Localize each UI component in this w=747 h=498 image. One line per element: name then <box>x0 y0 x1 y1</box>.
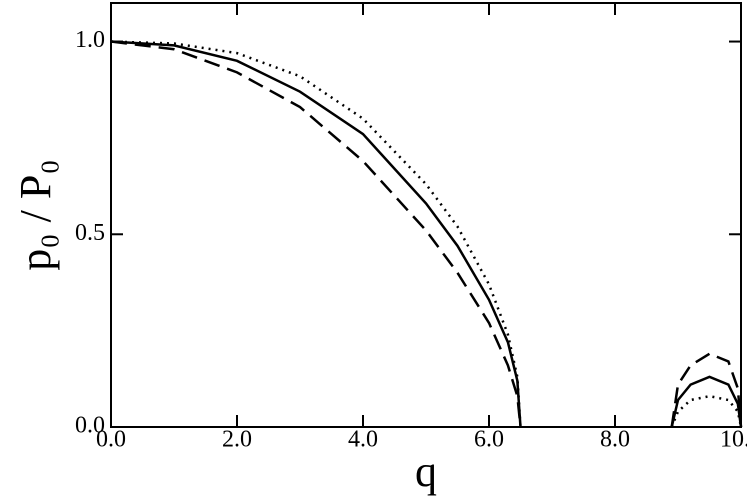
plot-frame <box>110 2 742 428</box>
x-tick-label: 10.0 <box>720 427 747 453</box>
x-tick-label: 0.0 <box>96 427 126 453</box>
line-series <box>110 40 743 428</box>
line-series <box>110 40 743 428</box>
y-tick-label: 1.0 <box>75 27 105 53</box>
y-axis-label: p₀ / P₀ <box>11 159 60 270</box>
x-tick-label: 6.0 <box>474 427 504 453</box>
x-axis-label: q <box>415 447 437 496</box>
x-tick-label: 8.0 <box>600 427 630 453</box>
y-tick-label: 0.0 <box>75 413 105 439</box>
x-tick-label: 2.0 <box>222 427 252 453</box>
line-series <box>110 40 743 428</box>
x-tick-label: 4.0 <box>348 427 378 453</box>
y-tick-label: 0.5 <box>75 220 105 246</box>
